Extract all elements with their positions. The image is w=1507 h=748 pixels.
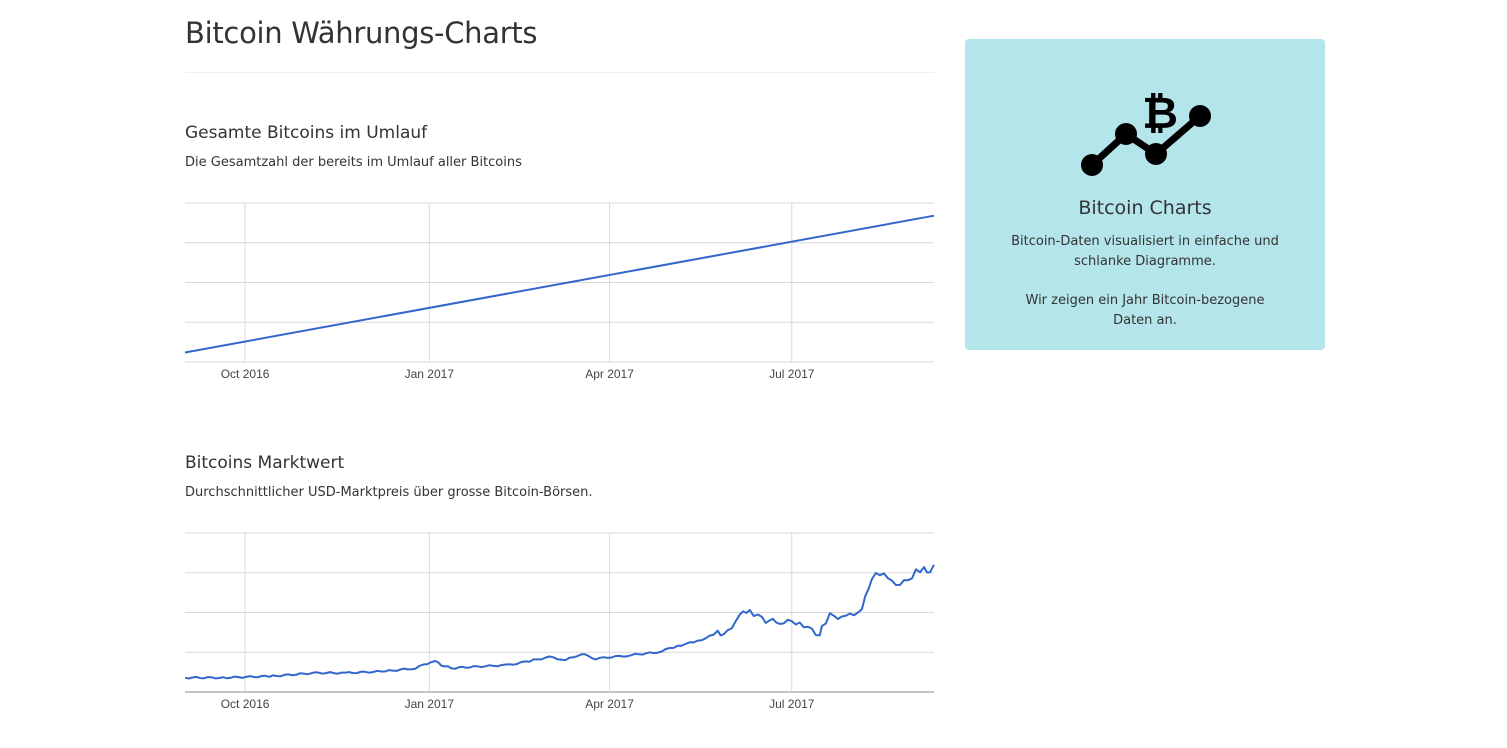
chart1-description: Die Gesamtzahl der bereits im Umlauf all… xyxy=(185,155,522,170)
x-tick-label: Jul 2017 xyxy=(769,367,815,381)
bitcoin-chart-icon: ₿ xyxy=(1081,88,1211,176)
panel-title: Bitcoin Charts xyxy=(1078,197,1212,219)
svg-text:₿: ₿ xyxy=(1142,88,1178,139)
title-divider xyxy=(185,72,935,73)
series-line xyxy=(184,564,935,680)
market-price-chart: Oct 2016 Jan 2017 Apr 2017 Jul 2017 xyxy=(184,532,935,711)
info-panel: ₿ Bitcoin Charts Bitcoin-Daten visualisi… xyxy=(965,39,1325,350)
chart2-title: Bitcoins Marktwert xyxy=(185,453,345,473)
x-tick-label: Apr 2017 xyxy=(585,697,634,711)
x-tick-label: Oct 2016 xyxy=(221,367,270,381)
circulation-chart: Oct 2016 Jan 2017 Apr 2017 Jul 2017 xyxy=(184,202,935,381)
x-tick-label: Oct 2016 xyxy=(221,697,270,711)
chart2-description: Durchschnittlicher USD-Marktpreis über g… xyxy=(185,485,593,500)
series-line xyxy=(184,214,935,354)
panel-text-range: Wir zeigen ein Jahr Bitcoin-bezogene Dat… xyxy=(1025,293,1265,328)
x-tick-label: Jul 2017 xyxy=(769,697,815,711)
x-tick-label: Jan 2017 xyxy=(405,697,455,711)
x-tick-label: Apr 2017 xyxy=(585,367,634,381)
chart1-title: Gesamte Bitcoins im Umlauf xyxy=(185,123,428,143)
panel-text-intro: Bitcoin-Daten visualisiert in einfache u… xyxy=(1011,234,1279,269)
x-tick-label: Jan 2017 xyxy=(405,367,455,381)
page-title: Bitcoin Währungs-Charts xyxy=(185,16,538,50)
